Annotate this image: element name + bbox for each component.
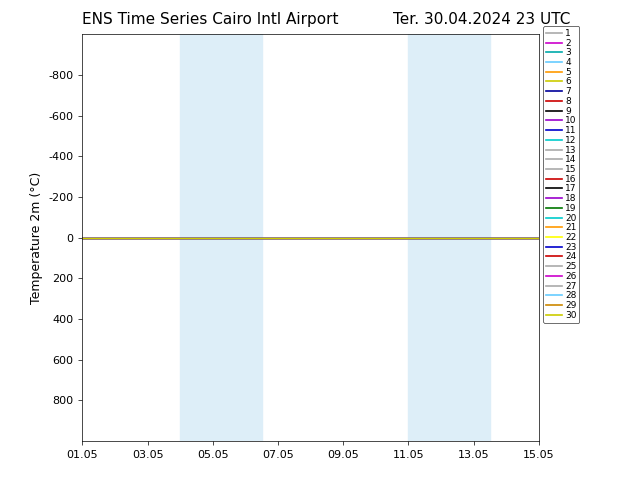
Y-axis label: Temperature 2m (°C): Temperature 2m (°C) <box>30 172 42 304</box>
Bar <box>448 34 490 441</box>
Bar <box>408 34 448 441</box>
Bar <box>219 34 262 441</box>
Bar <box>180 34 219 441</box>
Text: ENS Time Series Cairo Intl Airport: ENS Time Series Cairo Intl Airport <box>82 12 339 27</box>
Text: Ter. 30.04.2024 23 UTC: Ter. 30.04.2024 23 UTC <box>393 12 571 27</box>
Legend: 1, 2, 3, 4, 5, 6, 7, 8, 9, 10, 11, 12, 13, 14, 15, 16, 17, 18, 19, 20, 21, 22, 2: 1, 2, 3, 4, 5, 6, 7, 8, 9, 10, 11, 12, 1… <box>543 26 579 322</box>
